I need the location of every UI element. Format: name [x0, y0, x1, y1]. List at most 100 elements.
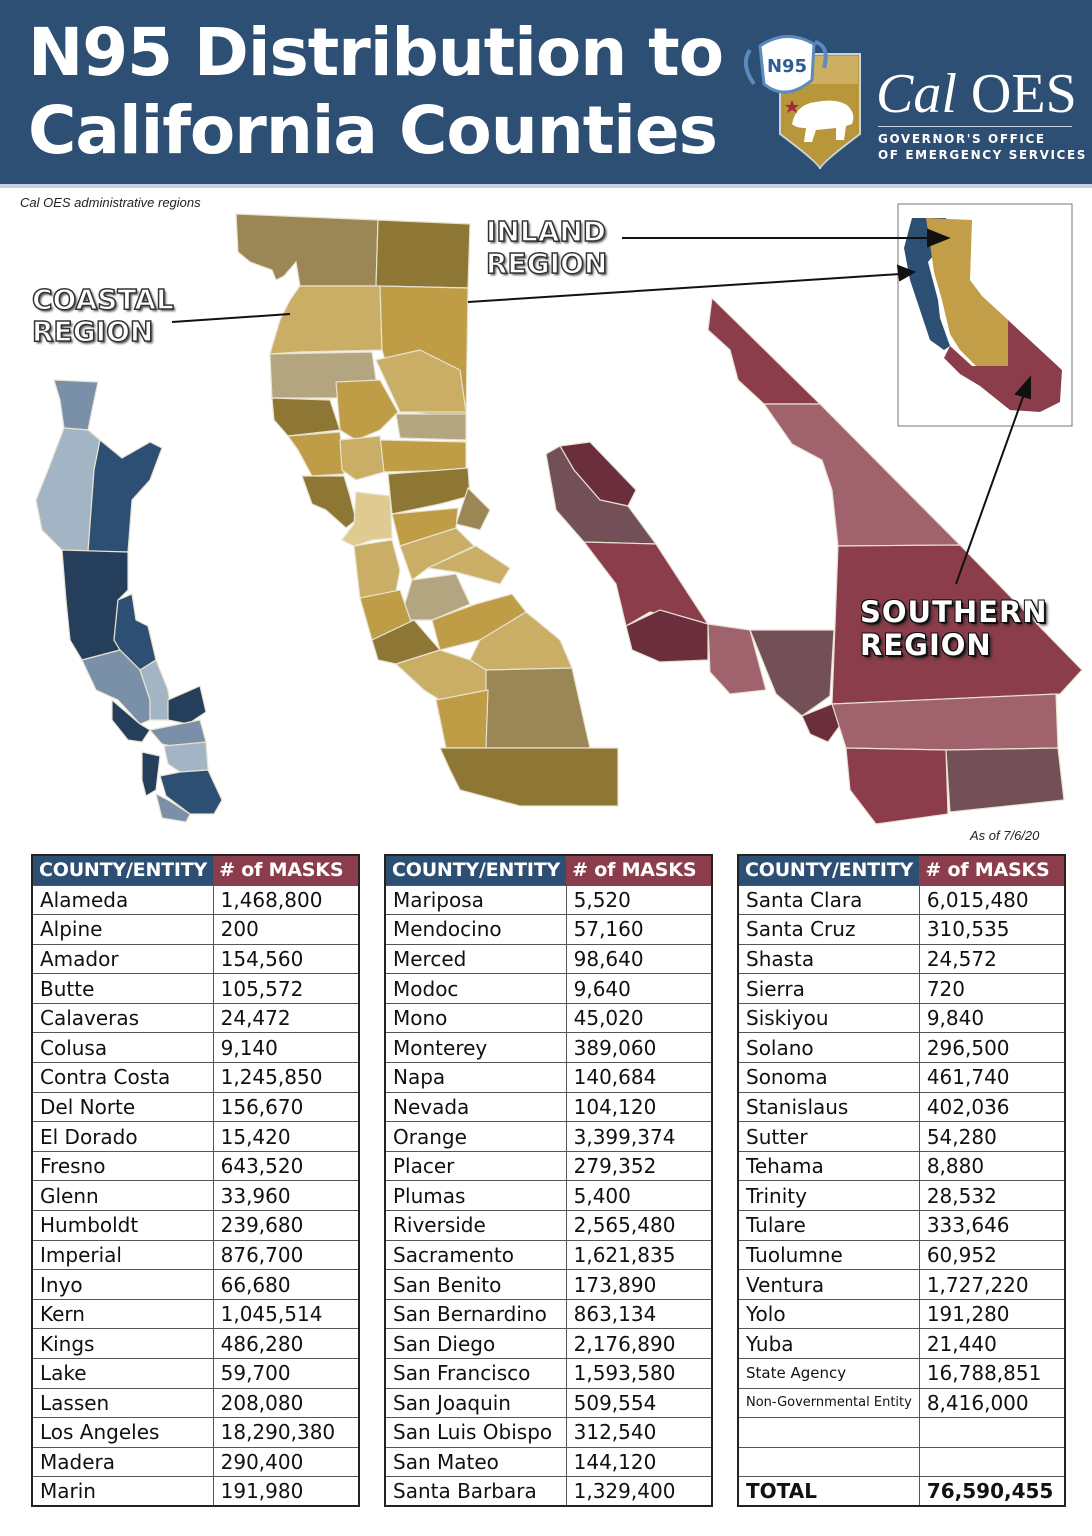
mask-count-cell: 509,554 — [565, 1387, 713, 1419]
table-row: San Luis Obispo 312,540 — [384, 1417, 713, 1448]
county-name-cell: Plumas — [384, 1180, 567, 1212]
mask-count-cell: 3,399,374 — [565, 1121, 713, 1152]
county-name-cell: Siskiyou — [737, 1002, 920, 1034]
county-name-cell: Glenn — [31, 1180, 214, 1212]
table-row: Stanislaus 402,036 — [737, 1091, 1066, 1123]
page-title: N95 Distribution to California Counties — [28, 14, 724, 170]
table-row: Glenn 33,960 — [31, 1180, 360, 1212]
mask-count-cell: 461,740 — [918, 1062, 1066, 1093]
county-name-cell: Riverside — [384, 1210, 567, 1241]
table-row: San Francisco 1,593,580 — [384, 1358, 713, 1389]
county-name-cell: Sutter — [737, 1121, 920, 1152]
table-row: Contra Costa 1,245,850 — [31, 1062, 360, 1093]
county-name-cell: San Francisco — [384, 1358, 567, 1389]
mask-count-cell: 1,245,850 — [212, 1062, 360, 1093]
mask-count-cell: 33,960 — [212, 1180, 360, 1212]
county-name-cell: Santa Barbara — [384, 1476, 567, 1507]
county-name-cell: Mendocino — [384, 914, 567, 945]
county-name-cell: San Mateo — [384, 1446, 567, 1478]
table-row: Mono 45,020 — [384, 1002, 713, 1034]
map-caption: Cal OES administrative regions — [20, 195, 201, 210]
county-name-cell: Yolo — [737, 1298, 920, 1330]
table-row: Colusa 9,140 — [31, 1032, 360, 1064]
table-row: Nevada 104,120 — [384, 1091, 713, 1123]
table-row: Santa Clara 6,015,480 — [737, 884, 1066, 916]
table-row: Siskiyou 9,840 — [737, 1002, 1066, 1034]
mask-count-cell: 8,416,000 — [918, 1387, 1066, 1419]
table-row: Madera 290,400 — [31, 1446, 360, 1478]
county-name-cell — [737, 1417, 920, 1448]
county-name-cell: Santa Clara — [737, 884, 920, 916]
county-name-cell: El Dorado — [31, 1121, 214, 1152]
table-row: Ventura 1,727,220 — [737, 1269, 1066, 1300]
table-row: Alameda 1,468,800 — [31, 884, 360, 916]
county-name-cell: Yuba — [737, 1328, 920, 1359]
distribution-table-3: COUNTY/ENTITY # of MASKS Santa Clara 6,01… — [737, 854, 1067, 1508]
county-name-cell: Mariposa — [384, 884, 567, 916]
distribution-table-1: COUNTY/ENTITY # of MASKS Alameda 1,468,80… — [31, 854, 361, 1508]
mask-count-cell: 389,060 — [565, 1032, 713, 1064]
mask-count-cell: 6,015,480 — [918, 884, 1066, 916]
mask-count-cell: 9,640 — [565, 973, 713, 1004]
brand-divider — [878, 126, 1072, 127]
table-row: Amador 154,560 — [31, 943, 360, 975]
table-row: Alpine 200 — [31, 914, 360, 945]
county-name-cell: Nevada — [384, 1091, 567, 1123]
mask-count-cell — [918, 1417, 1066, 1448]
table-row: Tuolumne 60,952 — [737, 1239, 1066, 1271]
mask-count-cell: 18,290,380 — [212, 1417, 360, 1448]
column-header-county: COUNTY/ENTITY — [738, 855, 920, 885]
table-row — [737, 1417, 1066, 1448]
mask-count-cell: 402,036 — [918, 1091, 1066, 1123]
county-name-cell: Humboldt — [31, 1210, 214, 1241]
table-row: Mendocino 57,160 — [384, 914, 713, 945]
table-row: Trinity 28,532 — [737, 1180, 1066, 1212]
county-name-cell: Calaveras — [31, 1002, 214, 1034]
column-header-masks: # of MASKS — [919, 855, 1066, 885]
table-row: Santa Barbara 1,329,400 — [384, 1476, 713, 1507]
header-banner: N95 Distribution to California Counties … — [0, 0, 1092, 184]
table-row: Del Norte 156,670 — [31, 1091, 360, 1123]
mask-count-cell: 312,540 — [565, 1417, 713, 1448]
county-name-cell: Mono — [384, 1002, 567, 1034]
mask-count-cell: 9,140 — [212, 1032, 360, 1064]
brand-subtitle: GOVERNOR'S OFFICE OF EMERGENCY SERVICES — [878, 132, 1087, 162]
mask-count-cell: 54,280 — [918, 1121, 1066, 1152]
county-name-cell: TOTAL — [737, 1476, 920, 1507]
mask-count-cell: 333,646 — [918, 1210, 1066, 1241]
table-row: San Bernardino 863,134 — [384, 1298, 713, 1330]
county-name-cell: San Benito — [384, 1269, 567, 1300]
mask-count-cell: 66,680 — [212, 1269, 360, 1300]
mask-count-cell: 279,352 — [565, 1150, 713, 1182]
mask-count-cell: 45,020 — [565, 1002, 713, 1034]
mask-count-cell: 104,120 — [565, 1091, 713, 1123]
table-row: San Joaquin 509,554 — [384, 1387, 713, 1419]
county-name-cell: Butte — [31, 973, 214, 1004]
mask-count-cell: 76,590,455 — [918, 1476, 1066, 1507]
table-row: Placer 279,352 — [384, 1150, 713, 1182]
southern-region-label: SOUTHERN REGION — [860, 595, 1048, 663]
table-row: Orange 3,399,374 — [384, 1121, 713, 1152]
county-name-cell: Orange — [384, 1121, 567, 1152]
table-row: Yolo 191,280 — [737, 1298, 1066, 1330]
table-row: Merced 98,640 — [384, 943, 713, 975]
mask-count-cell: 156,670 — [212, 1091, 360, 1123]
title-line-2: California Counties — [28, 92, 718, 169]
table-row: Sutter 54,280 — [737, 1121, 1066, 1152]
county-name-cell: Marin — [31, 1476, 214, 1507]
county-name-cell: San Diego — [384, 1328, 567, 1359]
table-row: El Dorado 15,420 — [31, 1121, 360, 1152]
mask-count-cell: 98,640 — [565, 943, 713, 975]
mask-count-cell: 1,329,400 — [565, 1476, 713, 1507]
county-name-cell: State Agency — [737, 1358, 920, 1389]
inland-region-map — [235, 213, 619, 807]
table-row: Marin 191,980 — [31, 1476, 360, 1507]
mask-count-cell: 28,532 — [918, 1180, 1066, 1212]
mask-count-cell — [918, 1446, 1066, 1478]
table-row: Kern 1,045,514 — [31, 1298, 360, 1330]
mask-count-cell: 863,134 — [565, 1298, 713, 1330]
county-name-cell: Tuolumne — [737, 1239, 920, 1271]
column-header-masks: # of MASKS — [213, 855, 360, 885]
mask-count-cell: 208,080 — [212, 1387, 360, 1419]
mask-count-cell: 154,560 — [212, 943, 360, 975]
